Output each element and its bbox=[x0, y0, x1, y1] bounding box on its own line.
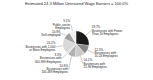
svg-text:20.2%Businesses with 1,000or M: 20.2%Businesses with 1,000or More Employ… bbox=[26, 41, 56, 52]
svg-text:14.1%Businesses with25-99 Empl: 14.1%Businesses with25-99 Employees bbox=[84, 58, 108, 69]
svg-text:3.3%Businesses with500-999 Emp: 3.3%Businesses with500-999 Employees bbox=[35, 53, 62, 64]
html-text:Estimated 24.3 Million Uninsur: Estimated 24.3 Million Uninsured Wage Ea… bbox=[24, 1, 129, 6]
svg-text:10.8%Businesses with100-499 Em: 10.8%Businesses with100-499 Employees bbox=[41, 64, 68, 75]
svg-text:10.8%Self-employed: 10.8%Self-employed bbox=[41, 30, 61, 37]
svg-text:9.1%Public-sectorEmployees: 9.1%Public-sectorEmployees bbox=[53, 19, 71, 30]
svg-text:29.7%Businesses with FewerThan: 29.7%Businesses with FewerThan 10 Employ… bbox=[92, 25, 123, 36]
svg-text:12.3%Businesses with10-24 Empl: 12.3%Businesses with10-24 Employees bbox=[95, 48, 119, 59]
